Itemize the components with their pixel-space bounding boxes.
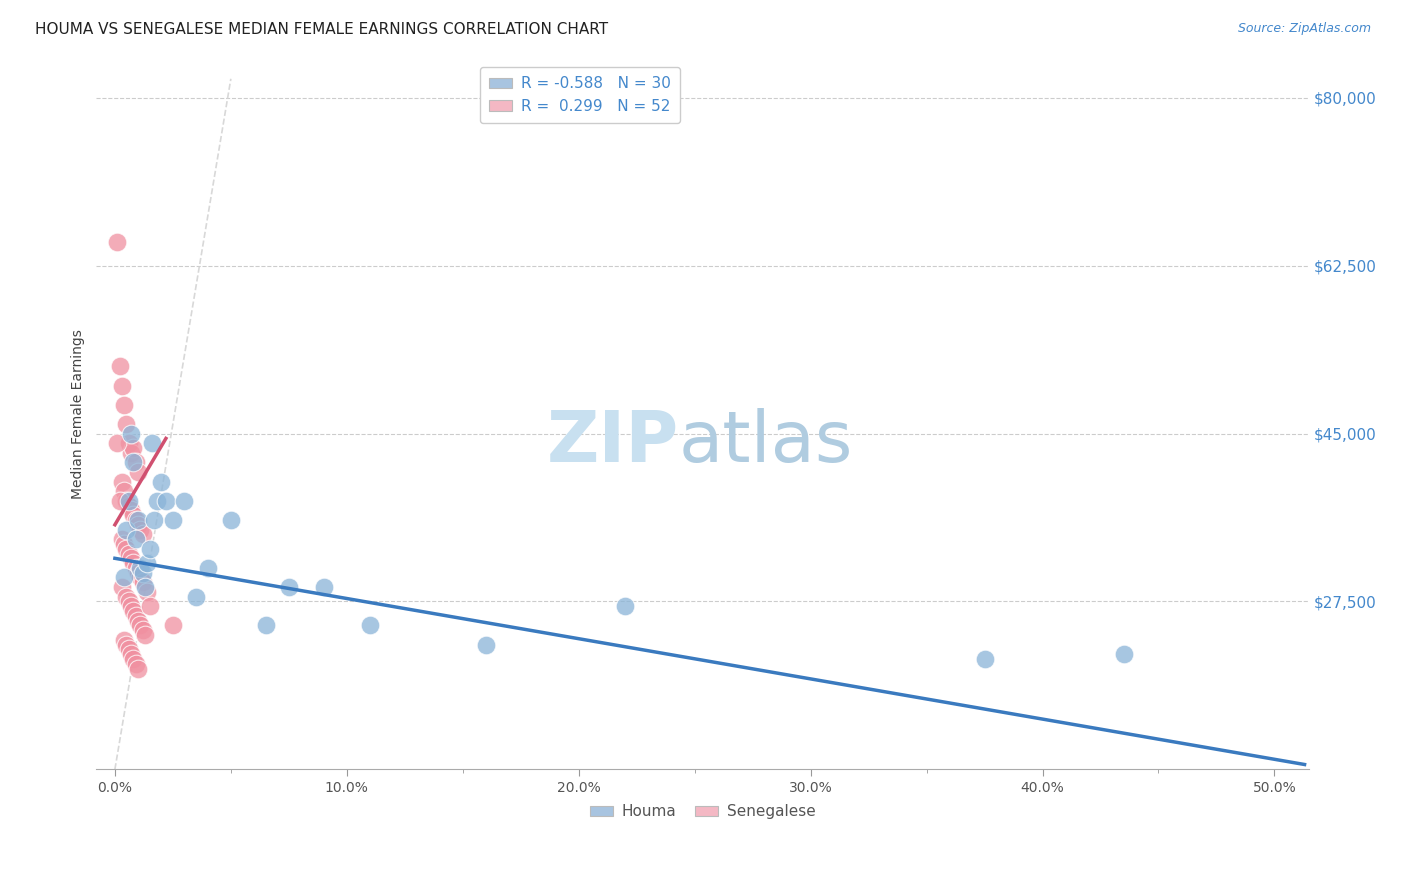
Point bbox=[105, 436, 128, 450]
Point bbox=[111, 532, 134, 546]
Y-axis label: Median Female Earnings: Median Female Earnings bbox=[72, 329, 86, 500]
Point bbox=[115, 417, 138, 431]
Point bbox=[143, 513, 166, 527]
Text: Source: ZipAtlas.com: Source: ZipAtlas.com bbox=[1237, 22, 1371, 36]
Point bbox=[138, 541, 160, 556]
Point bbox=[112, 632, 135, 647]
Point bbox=[173, 493, 195, 508]
Legend: Houma, Senegalese: Houma, Senegalese bbox=[583, 798, 823, 825]
Point bbox=[132, 527, 155, 541]
Point bbox=[1112, 647, 1135, 661]
Point bbox=[118, 594, 141, 608]
Point bbox=[105, 235, 128, 249]
Point bbox=[134, 580, 156, 594]
Point bbox=[118, 547, 141, 561]
Point bbox=[132, 624, 155, 638]
Point bbox=[120, 446, 142, 460]
Point bbox=[475, 638, 498, 652]
Point bbox=[115, 638, 138, 652]
Point bbox=[122, 604, 145, 618]
Point bbox=[112, 398, 135, 412]
Point bbox=[136, 556, 159, 570]
Point bbox=[115, 493, 138, 508]
Point bbox=[359, 618, 381, 632]
Point bbox=[120, 551, 142, 566]
Point bbox=[122, 455, 145, 469]
Point bbox=[219, 513, 242, 527]
Point bbox=[125, 513, 148, 527]
Point bbox=[127, 662, 149, 676]
Point bbox=[115, 541, 138, 556]
Point bbox=[132, 575, 155, 590]
Point bbox=[197, 561, 219, 575]
Point bbox=[118, 499, 141, 513]
Point bbox=[162, 618, 184, 632]
Point bbox=[122, 508, 145, 523]
Point bbox=[145, 493, 167, 508]
Point bbox=[312, 580, 335, 594]
Point bbox=[127, 614, 149, 628]
Text: HOUMA VS SENEGALESE MEDIAN FEMALE EARNINGS CORRELATION CHART: HOUMA VS SENEGALESE MEDIAN FEMALE EARNIN… bbox=[35, 22, 609, 37]
Point bbox=[125, 455, 148, 469]
Point bbox=[184, 590, 207, 604]
Point bbox=[150, 475, 173, 489]
Point bbox=[129, 618, 152, 632]
Point bbox=[115, 590, 138, 604]
Point bbox=[127, 517, 149, 532]
Point bbox=[125, 657, 148, 671]
Point bbox=[112, 484, 135, 499]
Point bbox=[122, 652, 145, 666]
Point bbox=[111, 475, 134, 489]
Point bbox=[120, 426, 142, 441]
Text: atlas: atlas bbox=[679, 409, 853, 477]
Point bbox=[136, 585, 159, 599]
Point bbox=[118, 493, 141, 508]
Point bbox=[155, 493, 177, 508]
Point bbox=[108, 493, 131, 508]
Point bbox=[141, 436, 163, 450]
Point bbox=[129, 561, 152, 575]
Point bbox=[277, 580, 299, 594]
Text: ZIP: ZIP bbox=[547, 409, 679, 477]
Point bbox=[125, 532, 148, 546]
Point bbox=[118, 642, 141, 657]
Point bbox=[129, 570, 152, 584]
Point bbox=[125, 561, 148, 575]
Point bbox=[127, 465, 149, 479]
Point bbox=[125, 608, 148, 623]
Point bbox=[111, 378, 134, 392]
Point bbox=[115, 523, 138, 537]
Point bbox=[129, 523, 152, 537]
Point bbox=[254, 618, 277, 632]
Point bbox=[120, 647, 142, 661]
Point bbox=[162, 513, 184, 527]
Point bbox=[111, 580, 134, 594]
Point bbox=[112, 570, 135, 584]
Point bbox=[138, 599, 160, 614]
Point bbox=[127, 513, 149, 527]
Point bbox=[108, 359, 131, 374]
Point bbox=[112, 537, 135, 551]
Point bbox=[118, 436, 141, 450]
Point bbox=[122, 556, 145, 570]
Point bbox=[132, 566, 155, 580]
Point bbox=[122, 441, 145, 455]
Point bbox=[134, 628, 156, 642]
Point bbox=[614, 599, 637, 614]
Point bbox=[120, 503, 142, 517]
Point bbox=[120, 599, 142, 614]
Point bbox=[973, 652, 995, 666]
Point bbox=[127, 566, 149, 580]
